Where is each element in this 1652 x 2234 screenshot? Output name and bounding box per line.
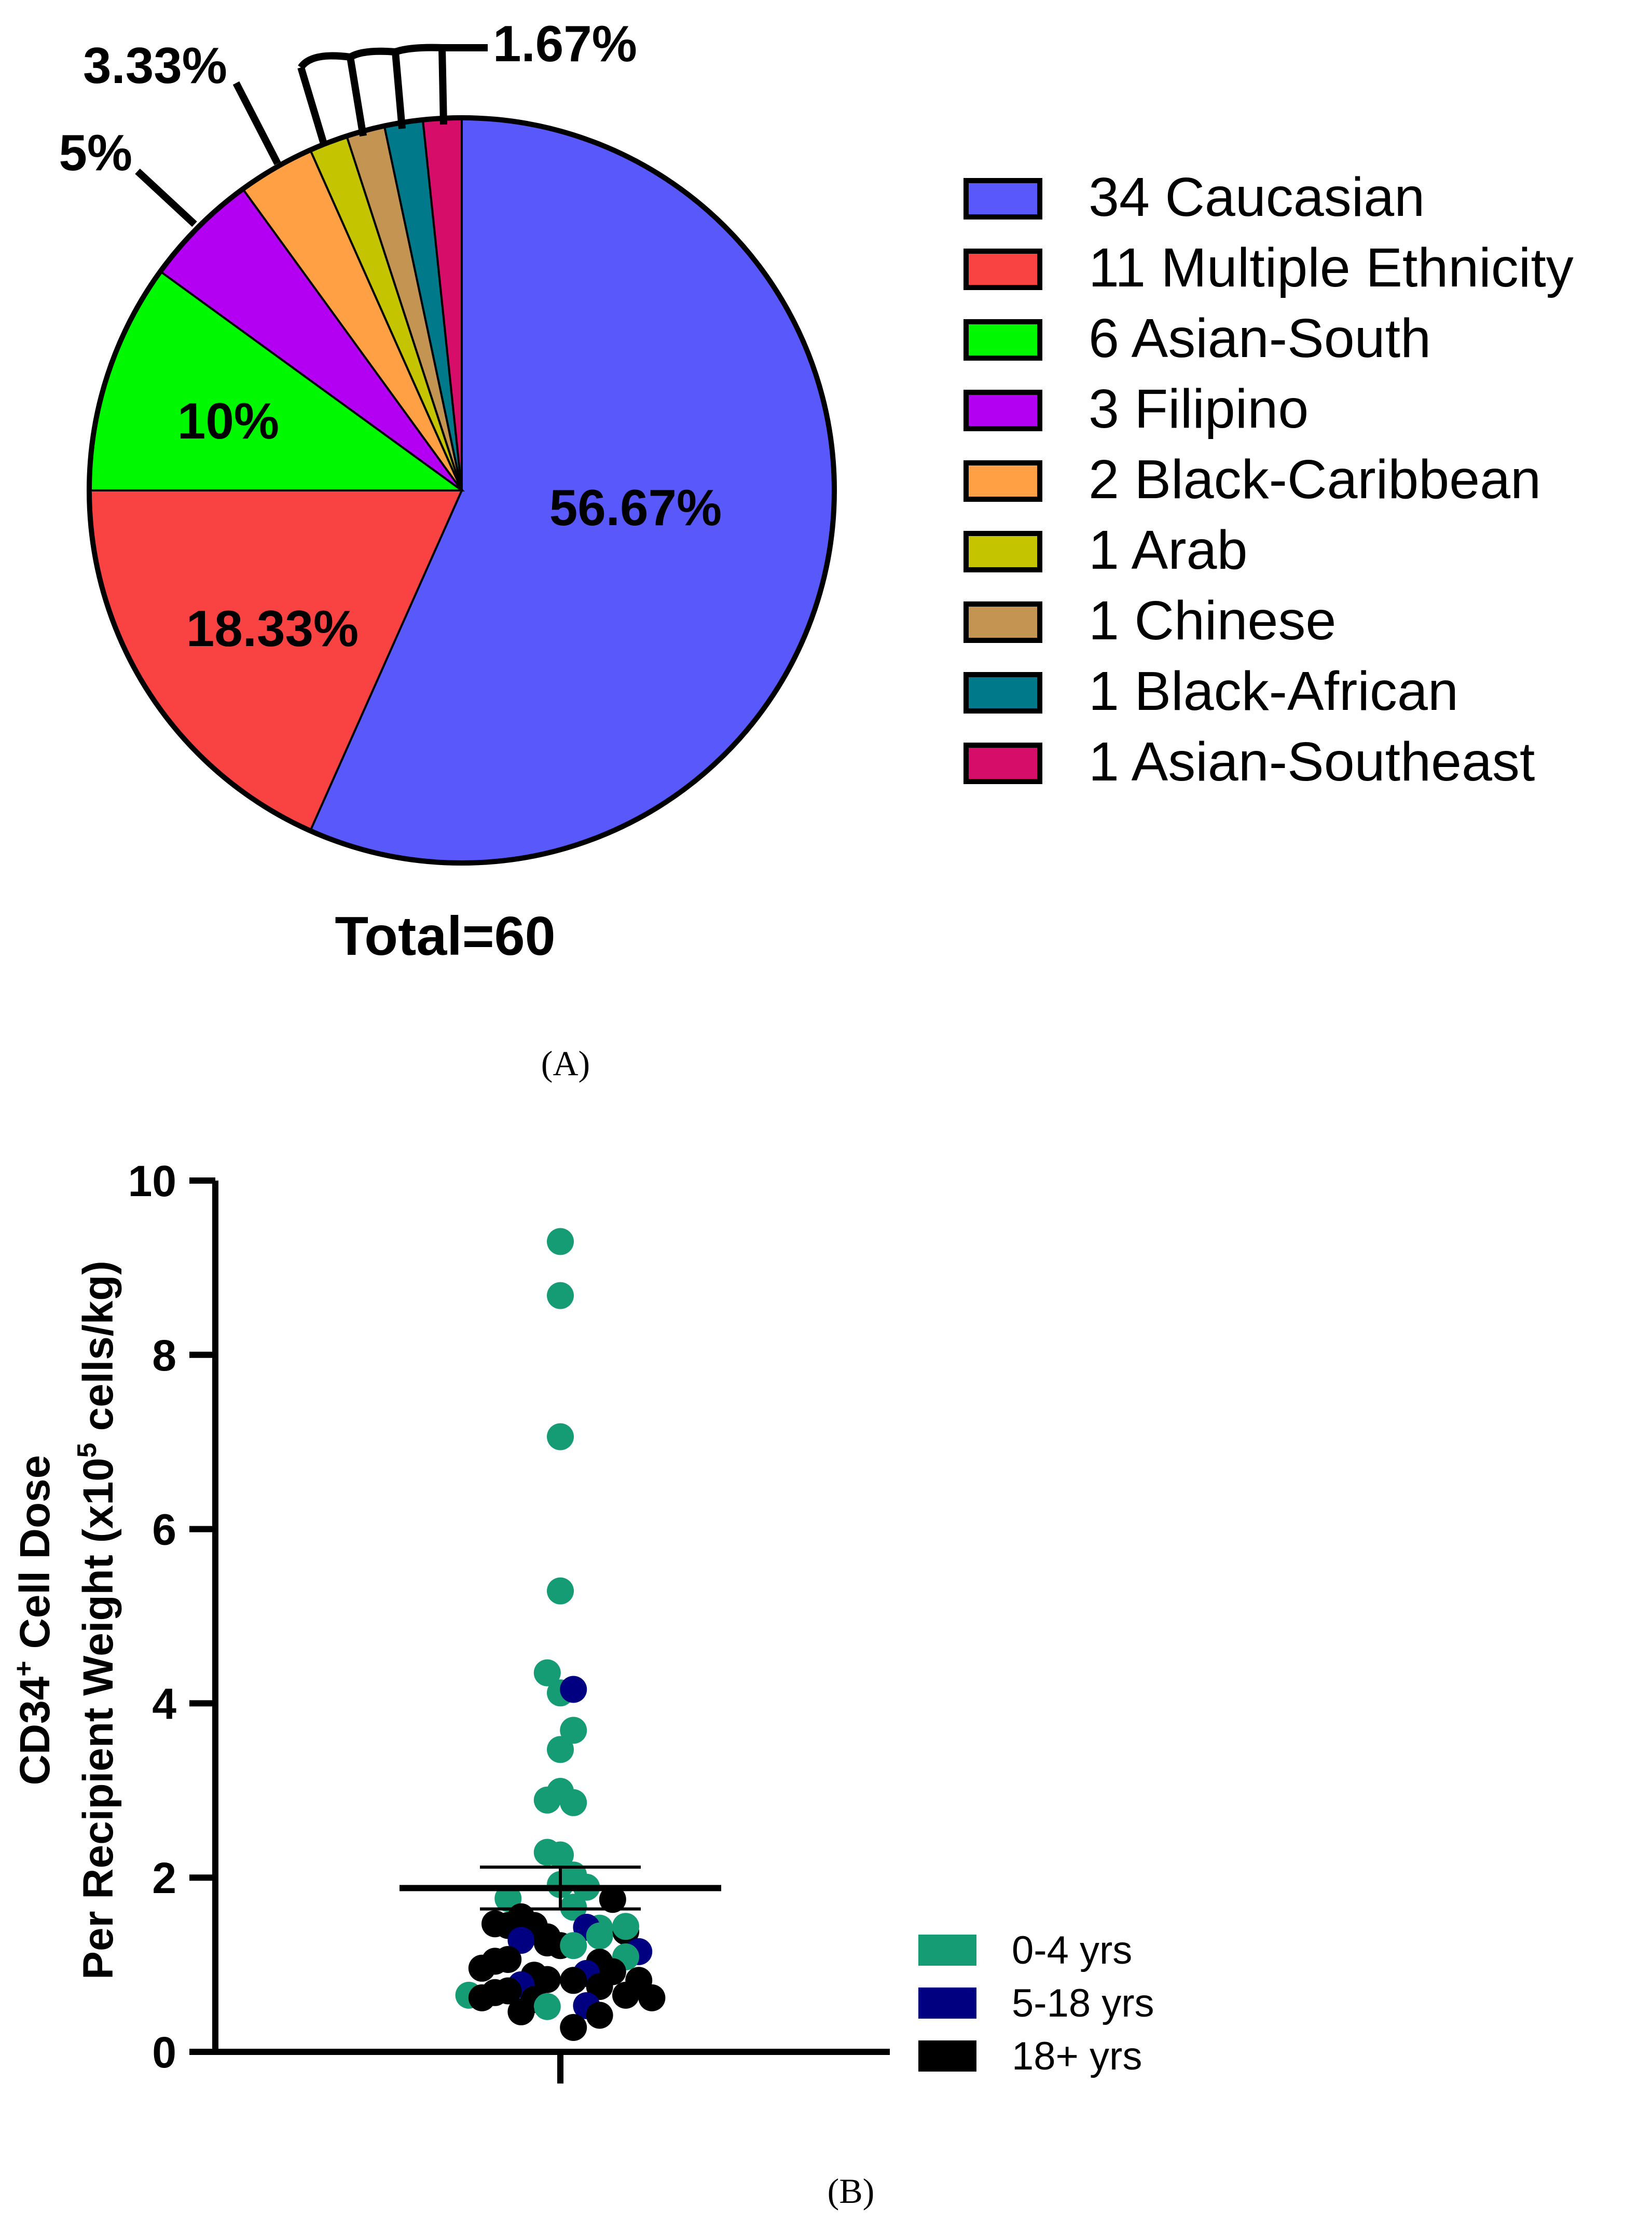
pie-total-label: Total=60 [335, 906, 555, 967]
leader-line-chinese [347, 56, 367, 137]
data-point-18-yrs [468, 1984, 495, 2011]
data-point-0-4-yrs [547, 1736, 574, 1763]
data-point-0-4-yrs [560, 1894, 587, 1921]
data-point-0-4-yrs [533, 1993, 561, 2020]
data-point-0-4-yrs [547, 1423, 574, 1450]
legend-label-5-18-yrs: 5-18 yrs [1012, 1981, 1154, 2025]
legend-label-18-yrs: 18+ yrs [1012, 2034, 1142, 2078]
data-point-18-yrs [599, 1886, 626, 1913]
y-axis-label-per-weight: Per Recipient Weight (x10 [75, 1458, 122, 1980]
data-point-18-yrs [638, 1984, 666, 2011]
pie-label-filipino: 5% [59, 124, 132, 181]
data-point-18-yrs [507, 1998, 535, 2025]
data-point-18-yrs [533, 1966, 561, 1993]
panel-a-caption: (A) [541, 1044, 590, 1083]
data-point-0-4-yrs [560, 1717, 587, 1744]
leader-line-black-african [392, 51, 406, 129]
legend-label-6-asian-south: 6 Asian-South [1089, 308, 1431, 369]
legend-swatch-18-yrs [918, 2040, 976, 2072]
mean-sem-bars [400, 1866, 721, 1911]
legend-swatch-1-black-african [963, 672, 1042, 714]
y-tick-label-10: 10 [128, 1157, 176, 1205]
legend-swatch-3-filipino [963, 390, 1042, 431]
data-point-0-4-yrs [586, 1922, 613, 1950]
data-point-18-yrs [586, 1973, 613, 2000]
pie-label-asian-south: 10% [177, 392, 279, 449]
data-point-0-4-yrs [533, 1659, 561, 1687]
pie-label-multiple-ethnicity: 18.33% [186, 600, 359, 657]
legend-label-3-filipino: 3 Filipino [1089, 378, 1309, 440]
legend-swatch-34-caucasian [963, 178, 1042, 220]
data-point-0-4-yrs [560, 1932, 587, 1959]
pie-label-caucasian: 56.67% [549, 479, 722, 536]
legend-swatch-1-arab [963, 531, 1042, 572]
legend-label-1-asian-southeast: 1 Asian-Southeast [1089, 731, 1535, 792]
legend-swatch-6-asian-south [963, 319, 1042, 361]
y-axis-label-line2: Per Recipient Weight (x105 cells/kg) [72, 1260, 122, 1979]
data-point-0-4-yrs [560, 1789, 587, 1816]
data-point-18-yrs [468, 1954, 495, 1982]
leader-line-black-caribbean [232, 81, 281, 166]
legend-label-11-multiple-ethnicity: 11 Multiple Ethnicity [1089, 237, 1574, 298]
leader-line-asian-southeast [438, 47, 447, 125]
data-point-0-4-yrs [547, 1841, 574, 1869]
legend-label-1-black-african: 1 Black-African [1089, 661, 1458, 722]
scatter-plot: 0 2 4 6 8 10 CD34+ Cell Dose Per Recipient We… [9, 1157, 890, 2084]
data-point-0-4-yrs [547, 1282, 574, 1309]
y-tick-label-6: 6 [152, 1505, 176, 1554]
legend-label-0-4-yrs: 0-4 yrs [1012, 1928, 1132, 1972]
y-axis-label-sup-plus: + [9, 1661, 39, 1676]
pie-outline [87, 115, 837, 866]
y-axis-label-line1: CD34+ Cell Dose [9, 1455, 59, 1786]
y-tick-label-0: 0 [152, 2028, 176, 2077]
legend-swatch-2-black-caribbean [963, 460, 1042, 502]
leader-line-filipino [135, 168, 197, 227]
data-point-0-4-yrs [533, 1786, 561, 1814]
scatter-points [455, 1228, 666, 2041]
y-axis-label-units: cells/kg) [75, 1260, 122, 1443]
y-axis-label-cell-dose: Cell Dose [11, 1455, 59, 1661]
y-tick-label-2: 2 [152, 1854, 176, 1902]
y-axis-label-cd34: CD34 [11, 1676, 59, 1785]
data-point-18-yrs [560, 1967, 587, 1994]
legend-label-34-caucasian: 34 Caucasian [1089, 167, 1425, 228]
legend-swatch-11-multiple-ethnicity [963, 249, 1042, 290]
leader-line-arab [297, 66, 328, 147]
data-point-0-4-yrs [612, 1913, 639, 1940]
data-point-18-yrs [612, 1981, 639, 2009]
y-tick-label-4: 4 [152, 1679, 176, 1728]
legend-swatch-1-asian-southeast [963, 743, 1042, 784]
pie-legend: 34 Caucasian 11 Multiple Ethnicity 6 Asian… [963, 167, 1574, 792]
data-point-0-4-yrs [547, 1577, 574, 1605]
y-axis-label-sup-5: 5 [72, 1443, 102, 1458]
scatter-legend: 0-4 yrs 5-18 yrs 18+ yrs [918, 1928, 1154, 2078]
y-tick-label-8: 8 [152, 1331, 176, 1380]
data-point-5-18-yrs [560, 1676, 587, 1703]
y-axis-ticks: 0 2 4 6 8 10 [128, 1157, 215, 2077]
data-point-0-4-yrs [547, 1228, 574, 1255]
legend-label-1-chinese: 1 Chinese [1089, 590, 1336, 651]
data-point-5-18-yrs [507, 1927, 535, 1954]
legend-swatch-0-4-yrs [918, 1935, 976, 1966]
pie-label-small-slices: 1.67% [493, 15, 637, 72]
pie-chart [88, 116, 836, 864]
panel-b-caption: (B) [828, 2171, 875, 2211]
legend-label-1-arab: 1 Arab [1089, 519, 1247, 581]
legend-swatch-5-18-yrs [918, 1988, 976, 2019]
pie-label-black-caribbean: 3.33% [83, 37, 227, 94]
leader-bracket [298, 44, 488, 70]
data-point-18-yrs [560, 2014, 587, 2041]
legend-label-2-black-caribbean: 2 Black-Caribbean [1089, 449, 1541, 510]
pie-leader-lines [135, 44, 488, 227]
data-point-18-yrs [586, 2002, 613, 2029]
legend-swatch-1-chinese [963, 601, 1042, 643]
